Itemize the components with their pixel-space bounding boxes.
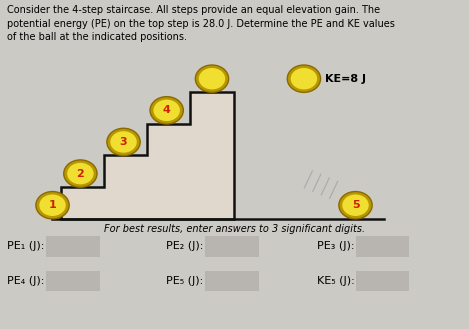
Circle shape — [152, 99, 181, 122]
Text: PE₂ (J):: PE₂ (J): — [166, 241, 204, 251]
Circle shape — [339, 191, 372, 219]
Circle shape — [150, 97, 183, 124]
Text: PE₄ (J):: PE₄ (J): — [7, 276, 45, 286]
Text: 4: 4 — [163, 105, 171, 115]
Circle shape — [341, 194, 370, 217]
Circle shape — [287, 65, 320, 92]
Circle shape — [196, 65, 229, 92]
Circle shape — [198, 67, 226, 90]
Text: KE₅ (J):: KE₅ (J): — [317, 276, 354, 286]
Text: PE₁ (J):: PE₁ (J): — [7, 241, 45, 251]
Text: 1: 1 — [49, 200, 56, 210]
Circle shape — [36, 191, 69, 219]
Circle shape — [64, 160, 97, 187]
Text: Consider the 4-step staircase. All steps provide an equal elevation gain. The
po: Consider the 4-step staircase. All steps… — [7, 5, 395, 42]
Circle shape — [66, 162, 94, 185]
Circle shape — [38, 194, 67, 217]
Text: 3: 3 — [120, 137, 128, 147]
Circle shape — [107, 128, 140, 156]
Text: KE=8 J: KE=8 J — [325, 74, 366, 84]
Text: For best results, enter answers to 3 significant digits.: For best results, enter answers to 3 sig… — [104, 224, 365, 234]
Circle shape — [290, 67, 318, 90]
Text: PE₃ (J):: PE₃ (J): — [317, 241, 354, 251]
Text: PE₅ (J):: PE₅ (J): — [166, 276, 204, 286]
Text: 2: 2 — [76, 168, 84, 179]
Text: 5: 5 — [352, 200, 359, 210]
Circle shape — [109, 130, 137, 154]
Polygon shape — [61, 92, 234, 219]
